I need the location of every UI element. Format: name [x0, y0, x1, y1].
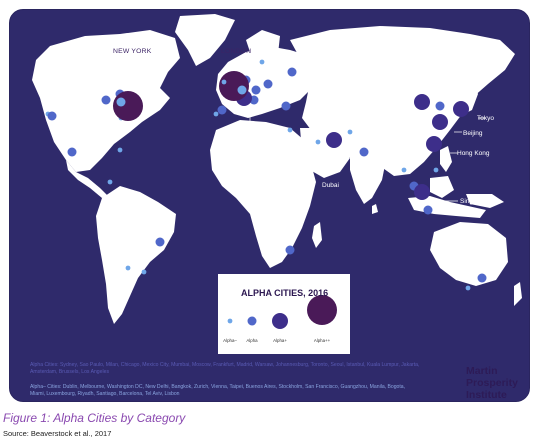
city-dot-dubai — [326, 132, 342, 148]
city-dot-sao-paulo — [155, 237, 165, 247]
city-dot-new-york — [113, 91, 143, 121]
source-note: Source: Beaverstock et al., 2017 — [3, 429, 112, 438]
land-australia — [430, 222, 508, 286]
land-greenland — [175, 14, 235, 66]
city-dot-tokyo — [453, 101, 469, 117]
city-dot-new-delhi — [347, 129, 353, 135]
city-dot-madrid — [217, 105, 227, 115]
city-dot-manila — [433, 167, 439, 173]
legend-dot-alpha — [247, 316, 257, 326]
city-dot-moscow — [287, 67, 297, 77]
legend-dot-alpha-plus-plus — [307, 295, 337, 325]
map-svg — [32, 14, 522, 354]
city-dot-seoul — [435, 101, 445, 111]
land-borneo — [430, 176, 454, 198]
city-dot-riyadh — [315, 139, 321, 145]
legend-label-alpha-plus: Alpha+ — [273, 338, 287, 343]
city-dot-shanghai — [414, 94, 430, 110]
city-dot-buenos-aires — [141, 269, 147, 275]
city-dot-stockholm — [259, 59, 265, 65]
land-new-guinea — [466, 194, 504, 208]
alpha-plus-dots — [236, 90, 469, 200]
city-dot-chicago — [101, 95, 111, 105]
label-hong-kong: Hong Kong — [457, 150, 490, 157]
city-dot-los-angeles — [47, 111, 57, 121]
legend-title: ALPHA CITIES, 2016 — [241, 288, 329, 298]
land-new-zealand — [514, 282, 522, 306]
city-dot-melbourne — [465, 285, 471, 291]
legend-dot-alpha-minus — [227, 318, 233, 324]
world-map: NEW YORK LONDON Shanghai Tokyo Beijing H… — [9, 9, 530, 402]
city-dot-bangkok — [401, 167, 407, 173]
label-paris: Paris — [236, 136, 251, 143]
brand-line-3: Institute — [466, 389, 507, 401]
city-dot-santiago — [125, 265, 131, 271]
city-dot-warsaw — [263, 79, 273, 89]
city-dot-frankfurt — [251, 85, 261, 95]
legend-label-alpha: Alpha — [246, 338, 258, 343]
city-dot-lisbon — [213, 111, 219, 117]
land-philippines — [440, 146, 452, 172]
label-london: LONDON — [221, 48, 252, 55]
brand-logo: Martin Prosperity Institute — [466, 365, 518, 401]
label-new-york: NEW YORK — [113, 48, 152, 55]
city-dot-london — [219, 71, 249, 101]
land-sri-lanka — [372, 204, 378, 214]
city-dot-mexico-city — [67, 147, 77, 157]
city-dot-bogota — [107, 179, 113, 185]
city-dot-sydney — [477, 273, 487, 283]
legend-symbols — [227, 295, 337, 329]
land-asia — [290, 26, 515, 176]
city-dot-tel-aviv — [287, 127, 293, 133]
alpha-cities-list: Alpha Cities: Sydney, Sao Paulo, Milan, … — [30, 362, 420, 375]
label-tokyo: Tokyo — [477, 115, 494, 122]
city-dot-singapore — [414, 184, 430, 200]
land-south-america — [96, 186, 176, 324]
label-singapore: Singapore — [460, 198, 490, 205]
land-madagascar — [312, 222, 322, 248]
city-dot-beijing — [432, 114, 448, 130]
city-dot-miami — [117, 147, 123, 153]
legend-label-alpha-plus-plus: Alpha++ — [313, 338, 331, 343]
city-dot-johannesburg — [285, 245, 295, 255]
city-dot-hong-kong — [426, 136, 442, 152]
land-africa — [210, 120, 316, 268]
land-scandinavia — [246, 30, 280, 60]
overlay-dots — [116, 79, 247, 107]
land-masses — [32, 14, 522, 324]
land-central-america — [66, 160, 108, 198]
legend-dot-alpha-plus — [272, 313, 288, 329]
label-dubai: Dubai — [322, 182, 339, 189]
legend-label-alpha-minus: Alpha– — [223, 338, 237, 343]
brand-line-1: Martin — [466, 365, 498, 377]
alpha-minus-cities-list: Alpha– Cities: Dublin, Melbourne, Washin… — [30, 384, 406, 397]
city-dot-mumbai — [359, 147, 369, 157]
brand-line-2: Prosperity — [466, 377, 518, 389]
figure-caption: Figure 1: Alpha Cities by Category — [3, 411, 186, 425]
label-shanghai: Shanghai — [391, 74, 419, 81]
land-india — [350, 148, 386, 204]
label-beijing: Beijing — [463, 130, 483, 137]
city-dot-jakarta — [423, 205, 433, 215]
city-dot-istanbul — [281, 101, 291, 111]
